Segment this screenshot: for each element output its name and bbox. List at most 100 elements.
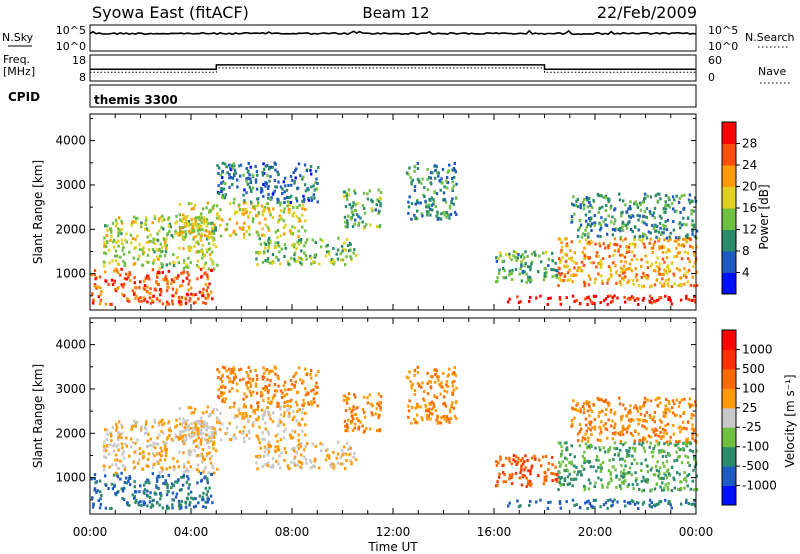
velocity-point xyxy=(685,498,688,502)
header-date: 22/Feb/2009 xyxy=(597,3,697,22)
power-point xyxy=(453,162,456,165)
velocity-point xyxy=(296,410,299,414)
power-point xyxy=(279,216,282,220)
power-point xyxy=(247,182,250,186)
velocity-point xyxy=(673,413,677,417)
power-point xyxy=(234,232,238,236)
velocity-point xyxy=(225,369,228,373)
velocity-point xyxy=(283,459,286,462)
velocity-point xyxy=(622,427,626,431)
power-point xyxy=(124,238,127,242)
velocity-point xyxy=(197,436,200,440)
power-point xyxy=(109,227,112,231)
power-point xyxy=(141,252,145,256)
velocity-point xyxy=(342,394,346,398)
velocity-point xyxy=(376,402,379,406)
power-point xyxy=(645,236,649,240)
velocity-point xyxy=(593,505,596,509)
velocity-point xyxy=(635,501,639,505)
power-point xyxy=(602,195,605,199)
power-point xyxy=(642,296,646,300)
velocity-point xyxy=(174,495,178,499)
velocity-point xyxy=(410,384,413,388)
velocity-point xyxy=(592,465,595,469)
velocity-point xyxy=(277,462,280,466)
power-point xyxy=(121,248,124,252)
power-point xyxy=(687,298,691,302)
power-point xyxy=(638,238,641,242)
power-point xyxy=(336,248,340,252)
velocity-point xyxy=(121,489,125,493)
velocity-point xyxy=(197,427,200,430)
power-point xyxy=(200,232,204,236)
velocity-point xyxy=(568,482,571,486)
velocity-point xyxy=(682,441,685,445)
velocity-point xyxy=(93,477,96,481)
power-point xyxy=(223,162,227,166)
velocity-point xyxy=(607,482,610,486)
power-point xyxy=(570,240,573,244)
velocity-point xyxy=(201,460,204,464)
velocity-point xyxy=(180,423,183,427)
colorbar-tick-label: -1000 xyxy=(742,479,777,493)
power-point xyxy=(286,204,289,208)
velocity-point xyxy=(205,433,208,437)
velocity-point xyxy=(284,427,287,431)
velocity-point xyxy=(611,419,614,423)
power-point xyxy=(206,296,209,300)
power-point xyxy=(203,272,206,276)
power-point xyxy=(675,254,679,258)
velocity-point xyxy=(224,397,227,401)
power-point xyxy=(610,220,613,224)
power-point xyxy=(425,205,428,209)
power-point xyxy=(530,278,533,282)
velocity-point xyxy=(648,498,652,502)
power-point xyxy=(525,272,528,276)
power-point xyxy=(298,238,301,242)
power-point xyxy=(667,278,670,281)
power-point xyxy=(266,226,270,230)
power-point xyxy=(508,297,511,301)
velocity-point xyxy=(301,411,304,415)
velocity-point xyxy=(664,498,667,502)
velocity-point xyxy=(378,429,381,433)
power-point xyxy=(156,232,159,236)
power-point xyxy=(538,254,541,258)
velocity-point xyxy=(688,405,692,409)
velocity-point xyxy=(147,464,150,468)
velocity-point xyxy=(441,385,444,389)
power-point xyxy=(549,296,552,300)
power-point xyxy=(192,237,195,241)
velocity-point xyxy=(218,370,221,374)
velocity-point xyxy=(650,505,654,509)
power-point xyxy=(220,187,223,190)
velocity-point xyxy=(537,474,540,478)
power-point xyxy=(291,243,295,247)
power-point xyxy=(164,275,167,279)
velocity-point xyxy=(589,481,592,485)
colorbar-segment xyxy=(722,229,736,252)
velocity-point xyxy=(241,414,244,418)
power-point xyxy=(284,223,287,227)
velocity-point xyxy=(247,366,250,369)
velocity-point xyxy=(683,441,686,445)
power-point xyxy=(642,232,645,236)
power-point xyxy=(438,179,441,183)
velocity-point xyxy=(261,417,264,421)
power-point xyxy=(263,246,267,250)
power-point xyxy=(182,217,185,221)
velocity-point xyxy=(658,451,661,455)
power-point xyxy=(231,176,235,180)
velocity-point xyxy=(180,488,183,491)
freq-left-label-2: [MHz] xyxy=(3,65,35,78)
velocity-point xyxy=(200,453,203,457)
velocity-point xyxy=(586,459,589,463)
velocity-point xyxy=(587,436,590,440)
velocity-point xyxy=(683,471,686,475)
power-point xyxy=(287,210,290,214)
power-point xyxy=(590,216,593,220)
power-point xyxy=(690,223,694,227)
power-point xyxy=(142,246,145,250)
power-point xyxy=(97,295,100,299)
velocity-point xyxy=(426,381,429,385)
